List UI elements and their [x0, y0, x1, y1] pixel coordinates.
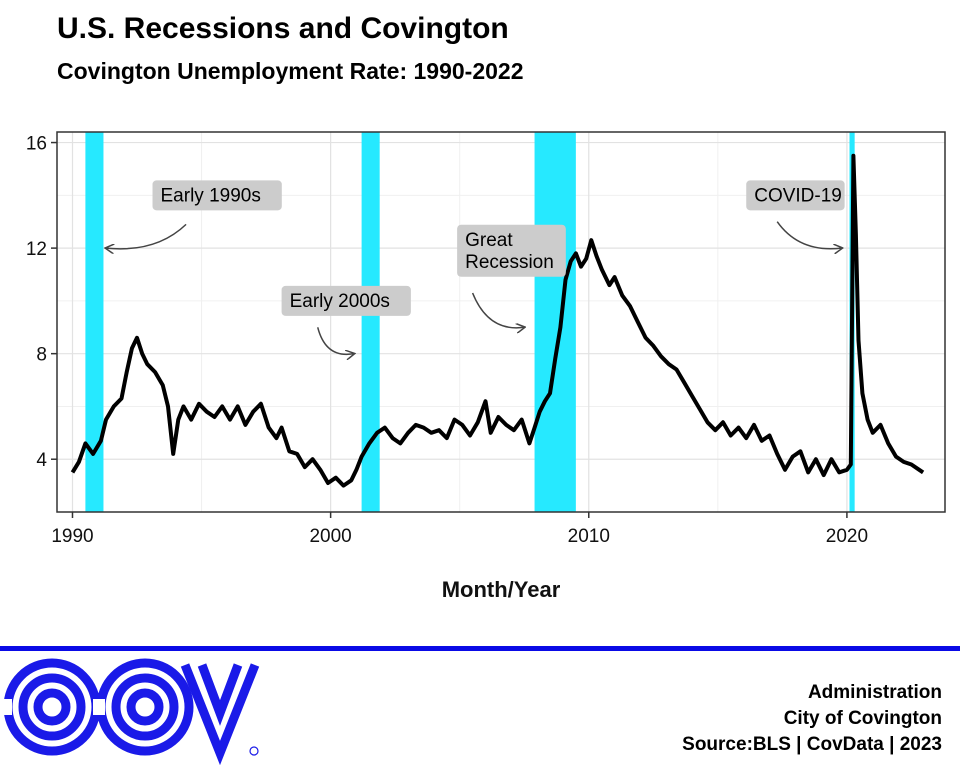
city-logo: [0, 658, 260, 765]
x-axis-title: Month/Year: [442, 577, 561, 602]
annotation-label: Early 2000s: [290, 291, 390, 312]
footer-line-department: Administration: [807, 682, 942, 703]
x-tick-label: 2000: [309, 526, 351, 547]
annotation-box: [152, 180, 282, 211]
annotation-label: Recession: [465, 252, 554, 273]
chart-subtitle: Covington Unemployment Rate: 1990-2022: [57, 58, 524, 84]
annotation-label: COVID-19: [754, 185, 842, 206]
annotation-label: Great: [465, 230, 513, 251]
footer-line-source: Source:BLS | CovData | 2023: [682, 734, 942, 755]
y-tick-label: 12: [26, 239, 47, 260]
unemployment-line: [70, 153, 925, 488]
y-tick-label: 8: [36, 345, 47, 366]
annotation-arrow: [106, 223, 187, 248]
footer-rule: [0, 646, 960, 651]
y-tick-label: 16: [26, 134, 47, 155]
recession-band: [534, 132, 576, 512]
annotation-box: [457, 224, 566, 277]
annotation-arrow: [776, 221, 842, 249]
plot-border: [56, 131, 946, 513]
annotation-box: [281, 285, 411, 316]
grid-lines: [57, 132, 945, 512]
footer-credits: Administration City of Covington Source:…: [682, 680, 942, 758]
recession-band: [361, 132, 380, 512]
annotation-arrow: [316, 327, 354, 354]
x-tick-label: 2020: [826, 526, 868, 547]
y-tick-label: 4: [36, 450, 47, 471]
annotation-label: Early 1990s: [161, 185, 261, 206]
footer-line-city: City of Covington: [783, 708, 942, 729]
chart-title: U.S. Recessions and Covington: [57, 12, 509, 45]
axes: 1990 2000 2010 2020 4 8 12 16: [26, 134, 868, 547]
recession-band: [85, 132, 104, 512]
x-tick-label: 1990: [51, 526, 93, 547]
x-tick-label: 2010: [568, 526, 610, 547]
annotation-box: [746, 180, 845, 211]
annotation-arrow: [471, 292, 525, 328]
